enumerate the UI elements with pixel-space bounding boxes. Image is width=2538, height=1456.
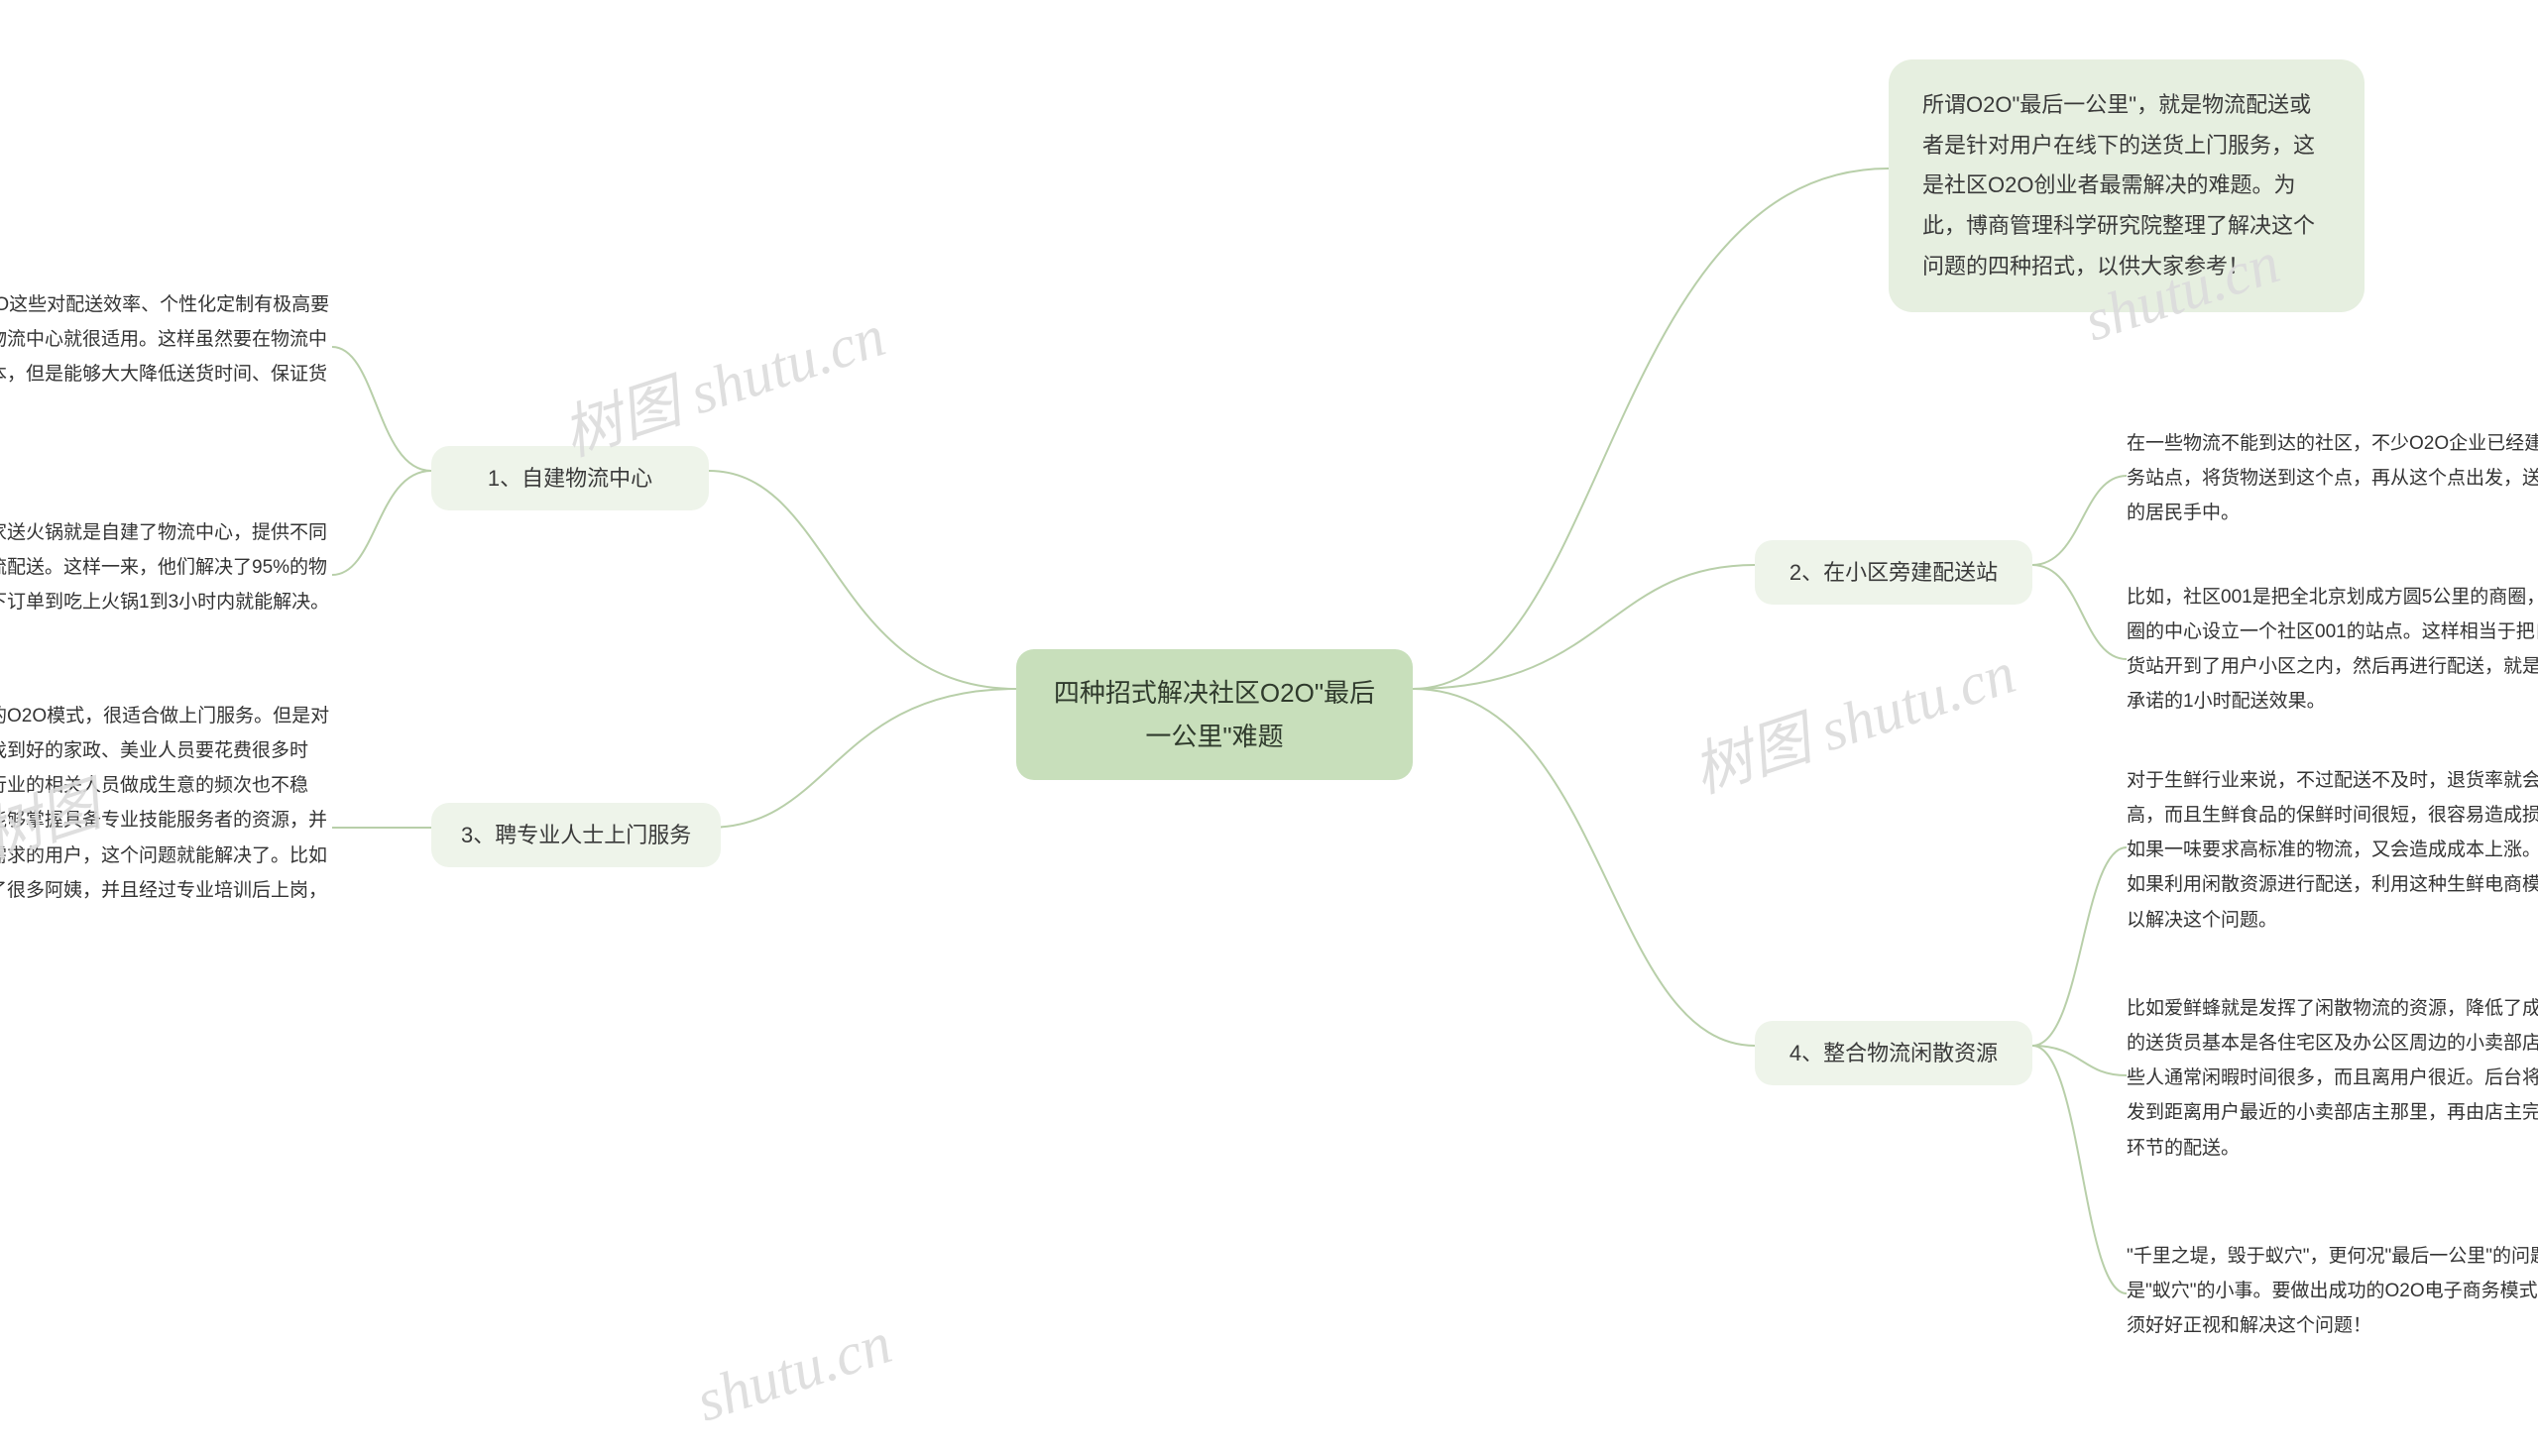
branch-2-leaf-1-text: 比如，社区001是把全北京划成方圆5公里的商圈，每个商圈的中心设立一个社区001…: [2127, 580, 2538, 720]
watermark: 树图 shutu.cn: [550, 287, 894, 473]
intro-node[interactable]: 所谓O2O"最后一公里"，就是物流配送或者是针对用户在线下的送货上门服务，这是社…: [1889, 59, 2365, 312]
branch-2-leaf-0: 在一些物流不能到达的社区，不少O2O企业已经建立了服务站点，将货物送到这个点，再…: [2127, 426, 2538, 530]
branch-3[interactable]: 3、聘专业人士上门服务: [431, 803, 721, 867]
branch-4-leaf-0: 对于生鲜行业来说，不过配送不及时，退货率就会相当高，而且生鲜食品的保鲜时间很短，…: [2127, 763, 2538, 938]
mindmap-canvas: 四种招式解决社区O2O"最后一公里"难题 所谓O2O"最后一公里"，就是物流配送…: [0, 0, 2538, 1456]
branch-2[interactable]: 2、在小区旁建配送站: [1755, 540, 2032, 605]
watermark: shutu.cn: [688, 1309, 899, 1436]
branch-4-leaf-1: 比如爱鲜蜂就是发挥了闲散物流的资源，降低了成本。他的送货员基本是各住宅区及办公区…: [2127, 991, 2538, 1166]
branch-2-leaf-1: 比如，社区001是把全北京划成方圆5公里的商圈，每个商圈的中心设立一个社区001…: [2127, 580, 2538, 720]
branch-4-label: 4、整合物流闲散资源: [1789, 1035, 1998, 1071]
branch-1-leaf-1-text: 比如中农庄园家家送火锅就是自建了物流中心，提供不同地区的多中心物流配送。这样一来…: [0, 515, 332, 619]
center-title: 四种招式解决社区O2O"最后一公里"难题: [1050, 671, 1379, 758]
branch-4-leaf-2: "千里之堤，毁于蚁穴"，更何况"最后一公里"的问题不只是"蚁穴"的小事。要做出成…: [2127, 1239, 2538, 1343]
branch-2-label: 2、在小区旁建配送站: [1789, 554, 1998, 591]
branch-4[interactable]: 4、整合物流闲散资源: [1755, 1021, 2032, 1085]
branch-3-leaf-0: 像家政、美业等的O2O模式，很适合做上门服务。但是对于用户来说，要找到好的家政、…: [0, 699, 332, 943]
branch-3-label: 3、聘专业人士上门服务: [461, 817, 691, 853]
branch-1-label: 1、自建物流中心: [488, 460, 652, 497]
intro-text: 所谓O2O"最后一公里"，就是物流配送或者是针对用户在线下的送货上门服务，这是社…: [1922, 85, 2331, 286]
branch-4-leaf-2-text: "千里之堤，毁于蚁穴"，更何况"最后一公里"的问题不只是"蚁穴"的小事。要做出成…: [2127, 1239, 2538, 1343]
branch-4-leaf-1-text: 比如爱鲜蜂就是发挥了闲散物流的资源，降低了成本。他的送货员基本是各住宅区及办公区…: [2127, 991, 2538, 1166]
center-node[interactable]: 四种招式解决社区O2O"最后一公里"难题: [1016, 649, 1413, 780]
watermark: 树图 shutu.cn: [1680, 624, 2024, 810]
branch-1[interactable]: 1、自建物流中心: [431, 446, 709, 510]
branch-3-leaf-0-text: 像家政、美业等的O2O模式，很适合做上门服务。但是对于用户来说，要找到好的家政、…: [0, 699, 332, 943]
branch-1-leaf-1: 比如中农庄园家家送火锅就是自建了物流中心，提供不同地区的多中心物流配送。这样一来…: [0, 515, 332, 619]
branch-1-leaf-0: 像生鲜和餐饮O2O这些对配送效率、个性化定制有极高要求的行业，自建物流中心就很适…: [0, 287, 332, 427]
branch-2-leaf-0-text: 在一些物流不能到达的社区，不少O2O企业已经建立了服务站点，将货物送到这个点，再…: [2127, 426, 2538, 530]
branch-4-leaf-0-text: 对于生鲜行业来说，不过配送不及时，退货率就会相当高，而且生鲜食品的保鲜时间很短，…: [2127, 763, 2538, 938]
branch-1-leaf-0-text: 像生鲜和餐饮O2O这些对配送效率、个性化定制有极高要求的行业，自建物流中心就很适…: [0, 287, 332, 427]
